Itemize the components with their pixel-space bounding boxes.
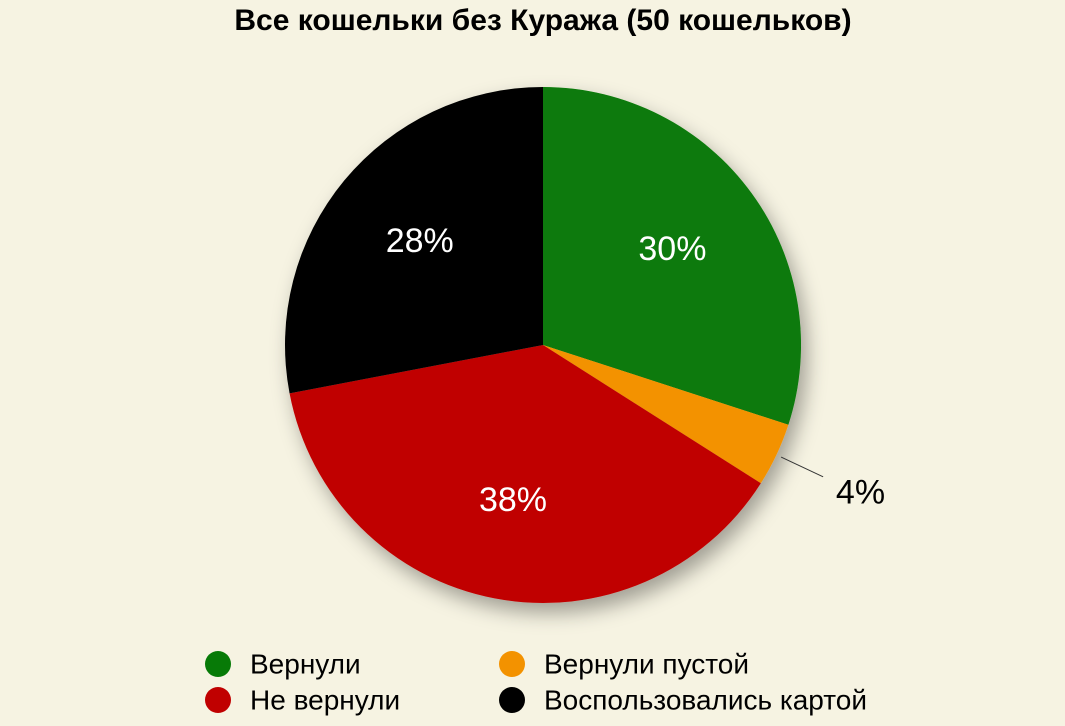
data-label: 38% bbox=[479, 481, 547, 519]
legend-marker bbox=[499, 687, 525, 713]
data-label: 28% bbox=[386, 222, 454, 260]
data-label: 30% bbox=[638, 230, 706, 268]
pie-slice bbox=[543, 87, 801, 425]
legend-label: Воспользовались картой bbox=[544, 684, 867, 715]
pie-slice bbox=[543, 345, 789, 484]
leader-line bbox=[780, 456, 824, 478]
legend-marker bbox=[205, 687, 231, 713]
data-label: 4% bbox=[836, 473, 885, 511]
pie-slice bbox=[289, 345, 761, 604]
chart-title: Все кошельки без Куража (50 кошельков) bbox=[234, 4, 851, 37]
legend-marker bbox=[499, 651, 525, 677]
legend-label: Вернули пустой bbox=[544, 648, 749, 679]
pie-slice bbox=[285, 87, 543, 394]
legend-label: Вернули bbox=[250, 648, 361, 679]
pie bbox=[285, 87, 801, 604]
legend-marker bbox=[205, 651, 231, 677]
legend-label: Не вернули bbox=[250, 684, 400, 715]
